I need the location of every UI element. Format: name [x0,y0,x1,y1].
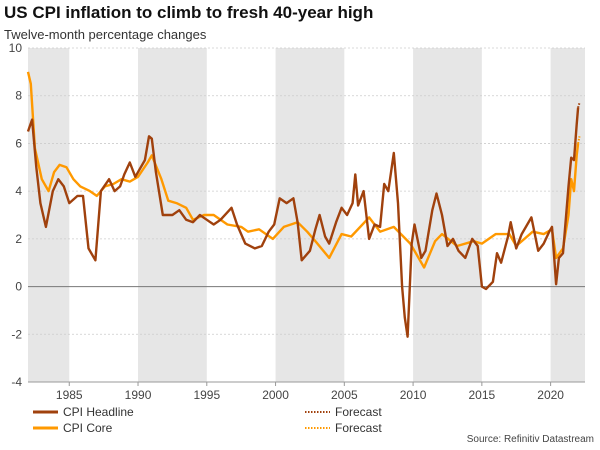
x-tick-label: 2015 [469,388,496,402]
series-line-headline [26,107,580,338]
legend-label: Forecast [335,405,382,419]
x-tick-label: 2020 [537,388,564,402]
y-tick-label: -2 [11,327,22,341]
x-tick-label: 2000 [262,388,289,402]
y-tick-label: 2 [15,232,22,246]
x-tick-label: 1995 [193,388,220,402]
chart-title: US CPI inflation to climb to fresh 40-ye… [4,3,374,22]
y-tick-label: 6 [15,136,22,150]
x-tick-label: 2010 [400,388,427,402]
shaded-period [275,48,345,382]
y-tick-label: -4 [11,375,22,389]
source-note: Source: Refinitiv Datastream [466,434,594,445]
x-tick-label: 1985 [56,388,83,402]
y-tick-label: 10 [9,41,23,55]
x-tick-label: 2005 [331,388,358,402]
y-tick-label: 0 [15,280,22,294]
x-tick-label: 1990 [125,388,152,402]
y-tick-label: 8 [15,89,22,103]
shaded-period [413,48,482,382]
forecast-line-headline [577,102,581,108]
legend-label: CPI Headline [63,405,134,419]
legend-label: CPI Core [63,421,113,435]
legend-label: Forecast [335,421,382,435]
chart-subtitle: Twelve-month percentage changes [4,27,207,42]
y-tick-label: 4 [15,184,22,198]
forecast-line-core [577,136,581,144]
